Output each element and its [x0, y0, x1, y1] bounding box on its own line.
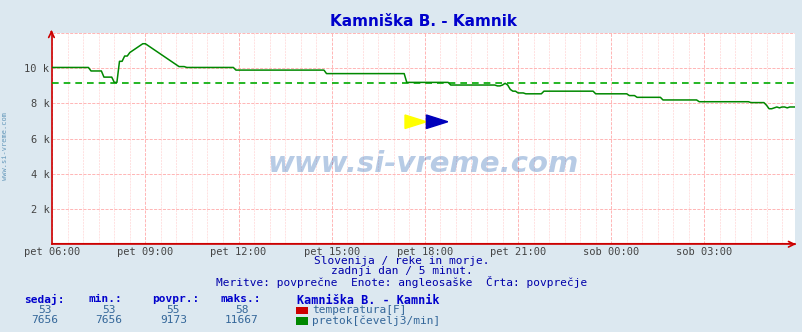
- Text: www.si-vreme.com: www.si-vreme.com: [268, 150, 578, 178]
- Text: 53: 53: [103, 305, 115, 315]
- Text: 9173: 9173: [160, 315, 187, 325]
- Text: povpr.:: povpr.:: [152, 294, 200, 304]
- Text: 55: 55: [167, 305, 180, 315]
- Polygon shape: [404, 115, 426, 128]
- Text: sedaj:: sedaj:: [24, 294, 64, 305]
- Text: Kamniška B. - Kamnik: Kamniška B. - Kamnik: [297, 294, 439, 307]
- Text: 7656: 7656: [31, 315, 59, 325]
- Text: Meritve: povprečne  Enote: angleosaške  Črta: povprečje: Meritve: povprečne Enote: angleosaške Čr…: [216, 276, 586, 288]
- Text: 7656: 7656: [95, 315, 123, 325]
- Text: www.si-vreme.com: www.si-vreme.com: [2, 112, 8, 180]
- Text: Slovenija / reke in morje.: Slovenija / reke in morje.: [314, 256, 488, 266]
- Text: min.:: min.:: [88, 294, 122, 304]
- Title: Kamniška B. - Kamnik: Kamniška B. - Kamnik: [330, 14, 516, 29]
- Text: temperatura[F]: temperatura[F]: [312, 305, 407, 315]
- Text: zadnji dan / 5 minut.: zadnji dan / 5 minut.: [330, 266, 472, 276]
- Text: 58: 58: [235, 305, 248, 315]
- Polygon shape: [426, 115, 448, 128]
- Text: pretok[čevelj3/min]: pretok[čevelj3/min]: [312, 315, 440, 326]
- Text: maks.:: maks.:: [221, 294, 261, 304]
- Text: 53: 53: [38, 305, 51, 315]
- Text: 11667: 11667: [225, 315, 258, 325]
